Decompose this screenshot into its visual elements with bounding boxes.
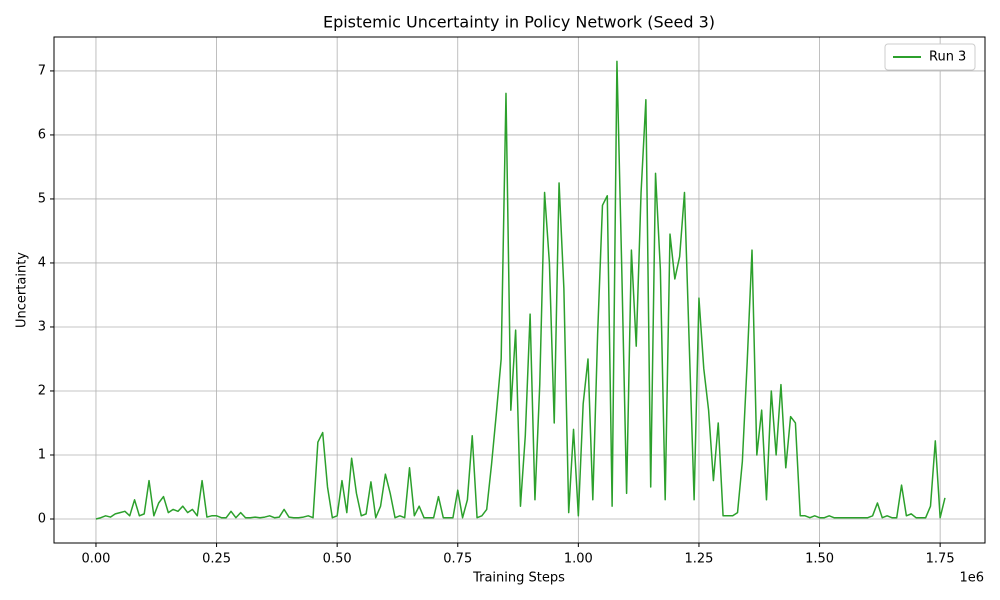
y-tick-label: 6 xyxy=(38,127,46,142)
legend-label: Run 3 xyxy=(929,50,966,65)
y-tick-label: 1 xyxy=(38,447,46,462)
y-tick-label: 5 xyxy=(38,191,46,206)
plot-frame xyxy=(53,36,986,544)
y-tick-label: 4 xyxy=(38,255,46,270)
data-line xyxy=(95,60,946,520)
x-tick-label: 1.75 xyxy=(926,552,955,567)
x-tick-label: 0.25 xyxy=(202,552,231,567)
x-tick-label: 1.50 xyxy=(805,552,834,567)
y-tick-label: 7 xyxy=(38,63,46,78)
y-tick-label: 2 xyxy=(38,383,46,398)
y-tick-label: 3 xyxy=(38,319,46,334)
x-tick-label: 0.50 xyxy=(323,552,352,567)
legend: Run 3 xyxy=(884,43,976,71)
x-offset-label: 1e6 xyxy=(959,571,984,586)
y-tick-label: 0 xyxy=(38,511,46,526)
x-tick-label: 0.00 xyxy=(81,552,110,567)
x-tick-label: 1.00 xyxy=(564,552,593,567)
x-tick-label: 0.75 xyxy=(443,552,472,567)
x-tick-label: 1.25 xyxy=(684,552,713,567)
x-axis-label: Training Steps xyxy=(472,571,565,586)
chart-title: Epistemic Uncertainty in Policy Network … xyxy=(323,13,715,32)
y-axis-label: Uncertainty xyxy=(15,252,30,328)
legend-box xyxy=(884,43,976,71)
